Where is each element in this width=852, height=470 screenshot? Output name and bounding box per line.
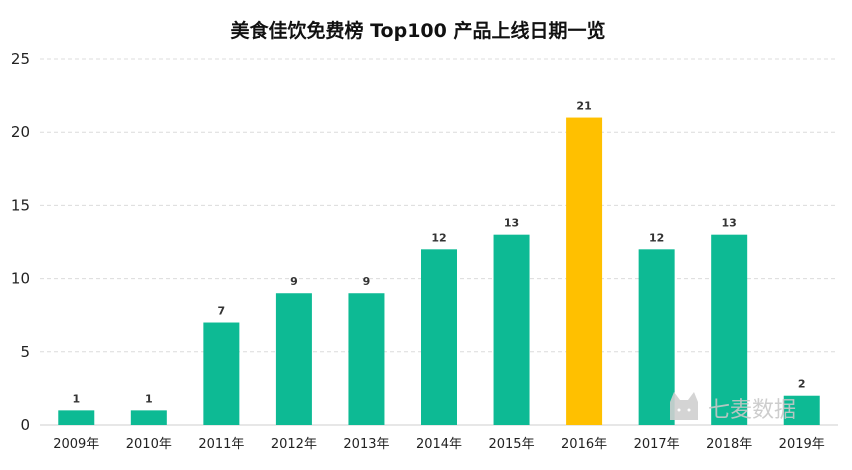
bar-2018年 (711, 234, 748, 425)
y-tick-label: 10 (11, 270, 30, 288)
data-label: 1 (72, 392, 80, 405)
bar-2012年 (275, 293, 312, 425)
x-tick-label: 2017年 (634, 437, 680, 452)
x-tick-label: 2009年 (53, 437, 99, 452)
bar-2013年 (348, 293, 385, 425)
y-tick-label: 0 (20, 416, 30, 434)
x-tick-label: 2016年 (561, 437, 607, 452)
data-label: 21 (576, 100, 591, 113)
bar-2010年 (130, 410, 167, 425)
x-tick-label: 2014年 (416, 437, 462, 452)
bar-2009年 (58, 410, 95, 425)
x-tick-label: 2011年 (198, 437, 244, 452)
data-label: 13 (722, 217, 737, 230)
data-label: 1 (145, 392, 153, 405)
chart-title: 美食佳饮免费榜 Top100 产品上线日期一览 (231, 19, 606, 42)
bar-2011年 (203, 322, 240, 425)
cat-icon (670, 392, 698, 420)
bar-2019年 (783, 395, 820, 425)
x-tick-label: 2015年 (488, 437, 534, 452)
x-tick-label: 2019年 (779, 437, 825, 452)
data-label: 12 (649, 231, 664, 244)
bar-2015年 (493, 234, 530, 425)
y-tick-label: 5 (20, 343, 30, 361)
x-tick-label: 2010年 (126, 437, 172, 452)
y-tick-label: 15 (11, 196, 30, 214)
bar-2016年 (566, 117, 603, 425)
data-label: 9 (290, 275, 298, 288)
y-tick-label: 20 (11, 123, 30, 141)
watermark-text: 七麦数据 (708, 398, 796, 423)
bar-2017年 (638, 249, 675, 425)
data-label: 13 (504, 217, 519, 230)
watermark: 七麦数据 (670, 392, 796, 423)
bar-2014年 (421, 249, 457, 425)
x-tick-label: 2013年 (343, 437, 389, 452)
x-tick-label: 2012年 (271, 437, 317, 452)
data-label: 2 (798, 378, 806, 391)
data-label: 7 (218, 305, 226, 318)
y-tick-label: 25 (11, 50, 30, 68)
data-label: 9 (363, 275, 371, 288)
data-label: 12 (431, 231, 446, 244)
x-tick-label: 2018年 (706, 437, 752, 452)
